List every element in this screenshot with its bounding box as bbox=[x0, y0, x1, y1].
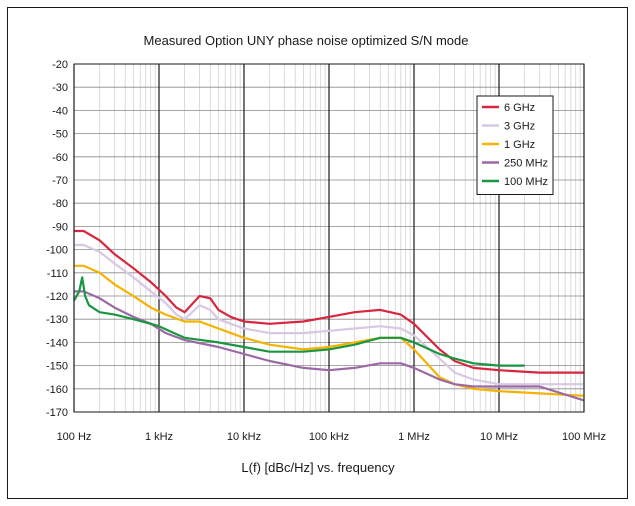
y-tick-label: -80 bbox=[52, 198, 68, 210]
y-tick-label: -50 bbox=[52, 129, 68, 141]
y-tick-label: -100 bbox=[46, 245, 68, 257]
x-axis: 100 Hz 1 kHz 10 kHz 100 kHz 1 MHz 10 MHz 100 M… bbox=[57, 431, 606, 443]
x-tick-label: 10 MHz bbox=[480, 431, 518, 443]
y-axis: -20 -30 -40 -50 -60 -70 -80 -90 -100 -110 -120 -130… bbox=[46, 59, 68, 419]
plot-border bbox=[73, 63, 585, 413]
y-tick-label: -150 bbox=[46, 361, 68, 373]
y-tick-label: -40 bbox=[52, 105, 68, 117]
series-line-250-mhz bbox=[74, 290, 585, 402]
y-tick-label: -70 bbox=[52, 175, 68, 187]
legend: 6 GHz 3 GHz 1 GHz 250 MHz 100 MHz bbox=[476, 95, 554, 195]
legend-label: 250 MHz bbox=[504, 158, 548, 170]
series-line-3-ghz bbox=[74, 243, 584, 386]
x-tick-label: 10 kHz bbox=[227, 431, 261, 443]
x-tick-label: 100 Hz bbox=[57, 431, 92, 443]
legend-label: 1 GHz bbox=[504, 139, 535, 151]
chart-title: Measured Option UNY phase noise optimize… bbox=[144, 33, 469, 48]
y-tick-label: -140 bbox=[46, 337, 68, 349]
x-tick-label: 1 kHz bbox=[145, 431, 173, 443]
y-tick-label: -60 bbox=[52, 152, 68, 164]
legend-label: 3 GHz bbox=[504, 121, 535, 133]
series-line-100-mhz bbox=[73, 276, 525, 367]
y-tick-label: -160 bbox=[46, 384, 68, 396]
y-tick-label: -20 bbox=[52, 59, 68, 71]
y-tick-label: -130 bbox=[46, 314, 68, 326]
legend-label: 100 MHz bbox=[504, 176, 548, 188]
x-axis-label: L(f) [dBc/Hz] vs. frequency bbox=[241, 460, 395, 475]
y-tick-label: -30 bbox=[52, 82, 68, 94]
legend-label: 6 GHz bbox=[504, 102, 535, 114]
y-tick-label: -170 bbox=[46, 407, 68, 419]
x-tick-label: 100 kHz bbox=[309, 431, 349, 443]
plot-lines bbox=[73, 229, 585, 402]
y-tick-label: -110 bbox=[47, 268, 68, 280]
y-tick-label: -90 bbox=[52, 221, 68, 233]
x-tick-label: 100 MHz bbox=[562, 431, 606, 443]
x-tick-label: 1 MHz bbox=[398, 431, 430, 443]
y-tick-label: -120 bbox=[46, 291, 68, 303]
